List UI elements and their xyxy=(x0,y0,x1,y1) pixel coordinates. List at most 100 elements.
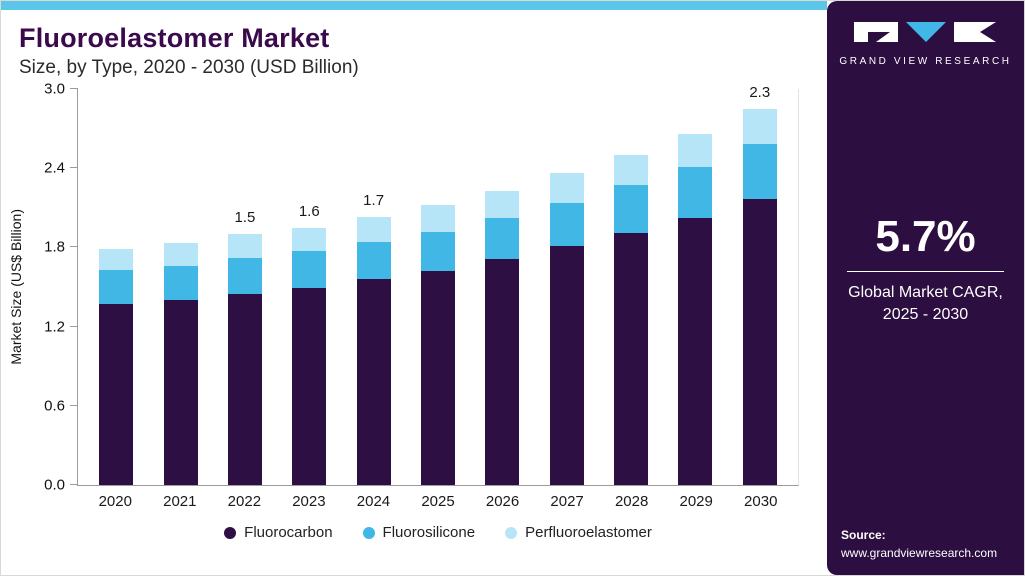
bar-segment-perfluoroelastomer xyxy=(485,190,520,219)
y-axis-tick-label: 3.0 xyxy=(44,80,65,98)
bar-column: 2.3 xyxy=(728,84,792,485)
y-axis-tickmark xyxy=(70,325,78,327)
source-block: Source: www.grandviewresearch.com xyxy=(827,527,1024,575)
bar-column: 1.5 xyxy=(213,209,277,485)
y-axis-tick-label: 0.6 xyxy=(44,397,65,415)
legend-label: Perfluoroelastomer xyxy=(525,524,652,541)
stacked-bar: 2.3 xyxy=(742,84,777,485)
bar-segment-fluorosilicone xyxy=(420,231,455,272)
y-axis-tick-label: 2.4 xyxy=(44,159,65,177)
grand-view-research-logo: GRAND VIEW RESEARCH xyxy=(839,19,1011,67)
stacked-bar: 1.6 xyxy=(292,203,327,485)
chart-header: Fluoroelastomer Market Size, by Type, 20… xyxy=(1,10,827,79)
bar-segment-fluorosilicone xyxy=(227,257,262,294)
bar-column xyxy=(599,155,663,485)
bar-segment-perfluoroelastomer xyxy=(292,227,327,252)
bar-column: 1.7 xyxy=(341,192,405,485)
stacked-bar: 1.5 xyxy=(227,209,262,485)
gvr-logo-icon xyxy=(854,22,997,42)
legend-dot-icon xyxy=(505,526,518,539)
bar-segment-perfluoroelastomer xyxy=(420,205,455,232)
x-axis-label: 2026 xyxy=(485,493,520,510)
bar-segment-perfluoroelastomer xyxy=(356,217,391,243)
stacked-bar xyxy=(678,133,713,485)
bar-total-label: 1.5 xyxy=(234,209,256,227)
stacked-bar: 1.7 xyxy=(356,192,391,485)
stacked-bar-chart: Market Size (US$ Billion) 0.0 0.6 1.2 1.8 2.… xyxy=(1,81,827,575)
bar-column xyxy=(406,205,470,485)
legend-item: Fluorocarbon xyxy=(224,524,333,541)
y-axis-tick-label: 0.0 xyxy=(44,476,65,494)
bar-segment-fluorosilicone xyxy=(292,251,327,289)
bar-column xyxy=(148,243,212,485)
stat-divider xyxy=(847,271,1004,272)
source-url: www.grandviewresearch.com xyxy=(841,545,998,560)
bar-segment-perfluoroelastomer xyxy=(614,155,649,186)
bar-segment-fluorocarbon xyxy=(356,279,391,485)
y-axis: 0.0 0.6 1.2 1.8 2.4 3.0 xyxy=(31,81,77,494)
x-axis-label: 2020 xyxy=(98,493,132,510)
bar-segment-fluorosilicone xyxy=(356,242,391,280)
stacked-bar xyxy=(163,243,198,485)
legend-label: Fluorocarbon xyxy=(244,524,333,541)
x-axis-label: 2023 xyxy=(292,493,326,510)
bar-segment-fluorosilicone xyxy=(614,185,649,233)
bar-segment-fluorocarbon xyxy=(742,198,777,485)
y-axis-tickmark xyxy=(70,167,78,169)
x-axis-label: 2030 xyxy=(744,493,778,510)
stacked-bar xyxy=(485,190,520,485)
x-axis-label: 2025 xyxy=(421,493,455,510)
cagr-stat: 5.7% Global Market CAGR, 2025 - 2030 xyxy=(827,215,1024,325)
page-title: Fluoroelastomer Market xyxy=(19,23,330,53)
accent-strip xyxy=(1,1,827,10)
bar-segment-perfluoroelastomer xyxy=(549,173,584,203)
y-axis-tickmark xyxy=(70,246,78,248)
bar-segment-perfluoroelastomer xyxy=(678,133,713,167)
bar-segment-fluorocarbon xyxy=(485,259,520,485)
x-axis-labels: 2020 2021 2022 2023 2024 2025 2026 2027 2028 2029… xyxy=(77,486,799,510)
y-axis-tick-label: 1.8 xyxy=(44,238,65,256)
brand-sidebar: GRAND VIEW RESEARCH 5.7% Global Market C… xyxy=(827,1,1024,575)
bar-column xyxy=(663,133,727,485)
bar-column: 1.6 xyxy=(277,203,341,485)
plot-area: 1.5 1.6 1.7 2.3 xyxy=(70,84,799,486)
y-axis-tickmark xyxy=(70,404,78,406)
bar-segment-fluorocarbon xyxy=(99,304,134,485)
stacked-bar xyxy=(549,173,584,485)
legend-item: Perfluoroelastomer xyxy=(505,524,652,541)
source-label: Source: xyxy=(841,528,886,543)
bar-segment-fluorocarbon xyxy=(163,300,198,485)
bar-segment-fluorocarbon xyxy=(420,271,455,485)
bar-segment-fluorocarbon xyxy=(678,218,713,485)
bar-segment-fluorosilicone xyxy=(485,218,520,260)
bar-segment-fluorosilicone xyxy=(163,265,198,301)
bar-segment-fluorosilicone xyxy=(99,269,134,305)
x-axis-label: 2027 xyxy=(550,493,584,510)
stacked-bar xyxy=(420,205,455,485)
x-axis-label: 2024 xyxy=(356,493,391,510)
stacked-bar xyxy=(614,155,649,485)
bar-segment-perfluoroelastomer xyxy=(742,108,777,145)
bar-column xyxy=(84,248,148,485)
bar-segment-fluorocarbon xyxy=(549,246,584,485)
bar-total-label: 1.6 xyxy=(298,202,320,220)
legend-label: Fluorosilicone xyxy=(382,524,476,541)
x-axis-label: 2029 xyxy=(679,493,713,510)
x-axis-label: 2021 xyxy=(163,493,197,510)
y-axis-tickmark xyxy=(70,88,78,89)
chart-panel: Fluoroelastomer Market Size, by Type, 20… xyxy=(1,1,827,575)
cagr-value: 5.7% xyxy=(875,212,976,261)
bar-segment-perfluoroelastomer xyxy=(163,243,198,266)
bar-segment-fluorosilicone xyxy=(678,166,713,219)
y-axis-tick-label: 1.2 xyxy=(44,318,65,336)
y-axis-title: Market Size (US$ Billion) xyxy=(8,209,24,365)
bar-segment-perfluoroelastomer xyxy=(99,248,134,270)
cagr-caption: Global Market CAGR, 2025 - 2030 xyxy=(841,282,1010,325)
bar-segment-perfluoroelastomer xyxy=(227,234,262,258)
bar-segment-fluorocarbon xyxy=(292,288,327,485)
stacked-bar xyxy=(99,248,134,485)
bar-total-label: 1.7 xyxy=(363,192,385,210)
cagr-caption-line2: 2025 - 2030 xyxy=(882,305,969,323)
plot-column: 1.5 1.6 1.7 2.3 2020 2021 2022 2023 2024 2025 202… xyxy=(70,84,799,575)
